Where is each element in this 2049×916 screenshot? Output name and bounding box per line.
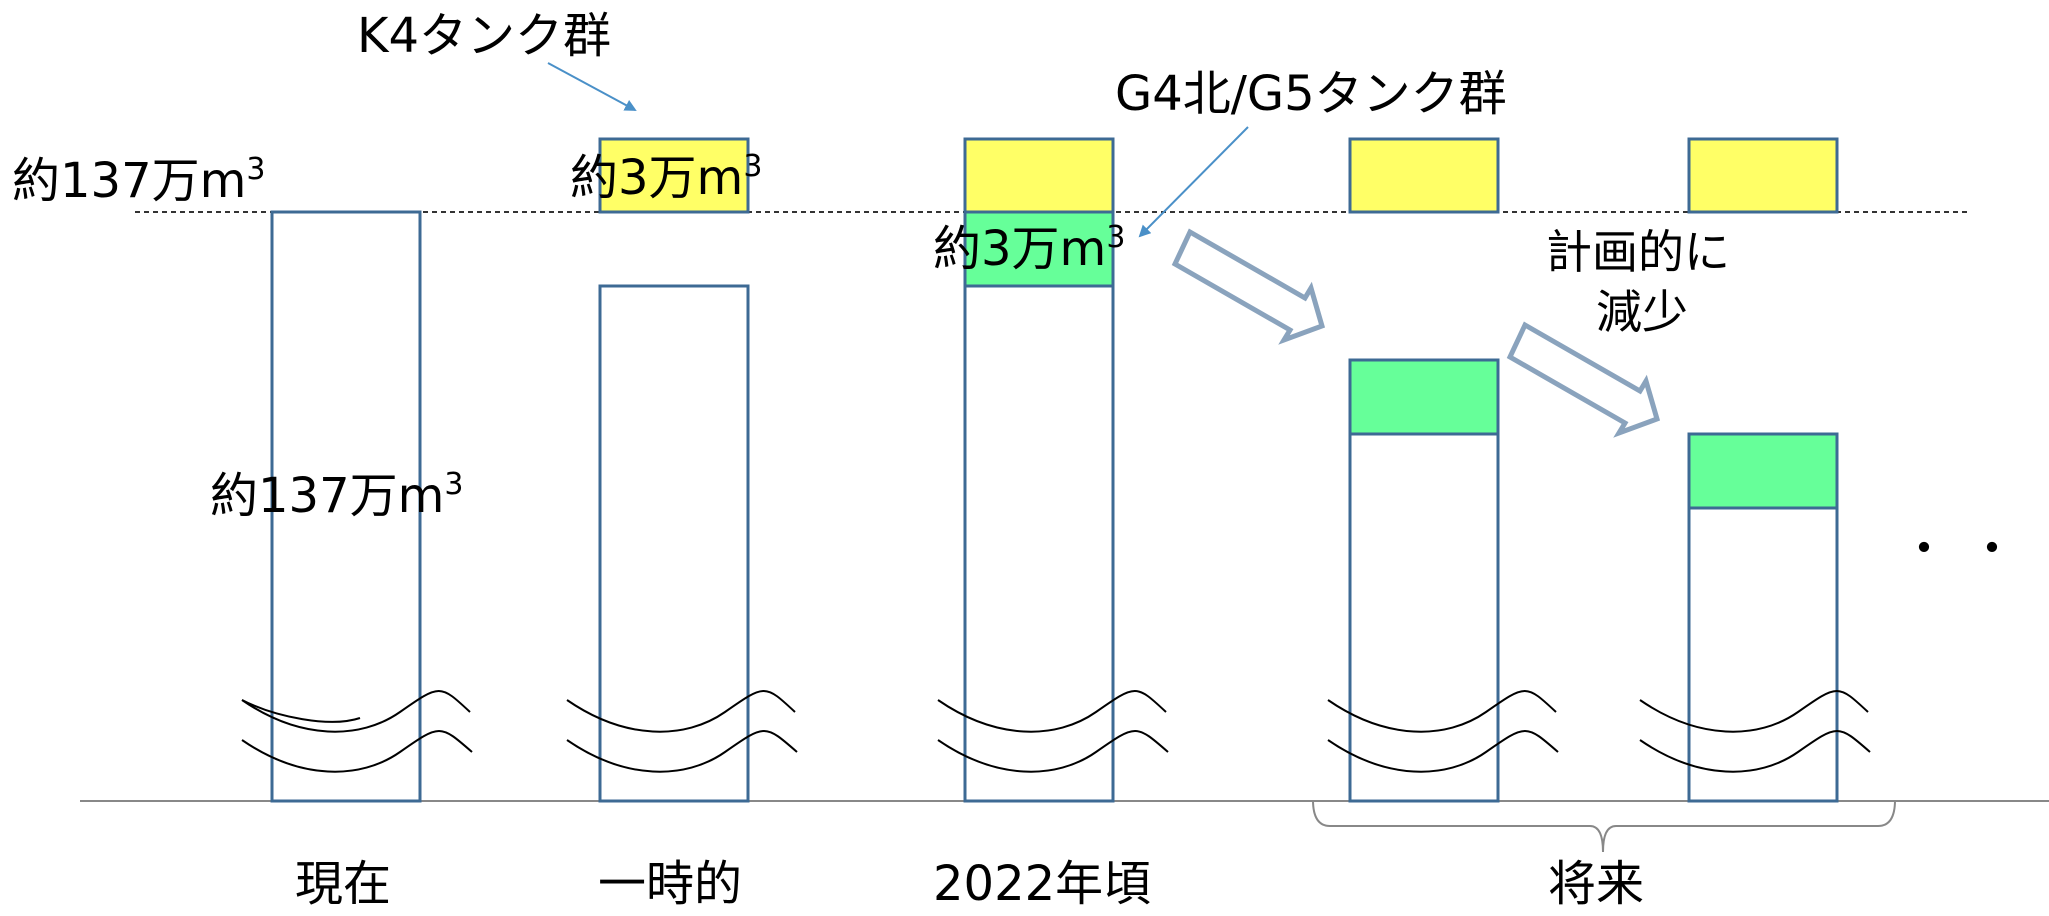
break-mark-5 [1639, 690, 1871, 773]
planned-decrease-line1: 計画的に [1546, 225, 1730, 279]
planned-decrease-line2: 減少 [1596, 285, 1688, 339]
g4g5-group-label: G4北/G5タンク群 [1115, 66, 1507, 122]
break-mark-3 [937, 690, 1169, 773]
bar-future2-k4 [1687, 137, 1839, 214]
bar-future2 [1687, 506, 1839, 803]
bar-future1-k4 [1348, 137, 1500, 214]
category-2022: 2022年頃 [933, 856, 1151, 911]
break-mark-4 [1327, 690, 1559, 773]
category-temporary: 一時的 [598, 856, 742, 911]
k4-group-label: K4タンク群 [357, 8, 611, 64]
bar-temporary [598, 284, 750, 803]
bar-current-amount: 約137万m3 [210, 467, 463, 524]
level-label-left: 約137万m3 [12, 152, 265, 209]
bar-future2-g4g5 [1687, 432, 1839, 510]
category-current: 現在 [295, 856, 391, 911]
k4-amount-label: 約3万m3 [570, 149, 762, 206]
bar-current [270, 210, 422, 803]
future-brace [1312, 799, 1896, 853]
bar-2022-k4 [963, 137, 1115, 214]
bar-future1-g4g5 [1348, 358, 1500, 436]
bar-2022 [963, 284, 1115, 803]
break-mark-1 [241, 690, 473, 773]
category-future: 将来 [1548, 856, 1644, 911]
bar-temporary-k4 [598, 137, 750, 214]
ellipsis: ・・・ [1900, 521, 2049, 577]
decrease-arrow-1 [1171, 228, 1326, 345]
k4-pointer [547, 62, 637, 111]
decrease-arrow-2 [1506, 321, 1661, 438]
bar-future1 [1348, 432, 1500, 803]
g4g5-amount-label: 約3万m3 [933, 220, 1125, 277]
break-mark-2 [566, 690, 798, 773]
g4g5-pointer [1138, 126, 1249, 238]
